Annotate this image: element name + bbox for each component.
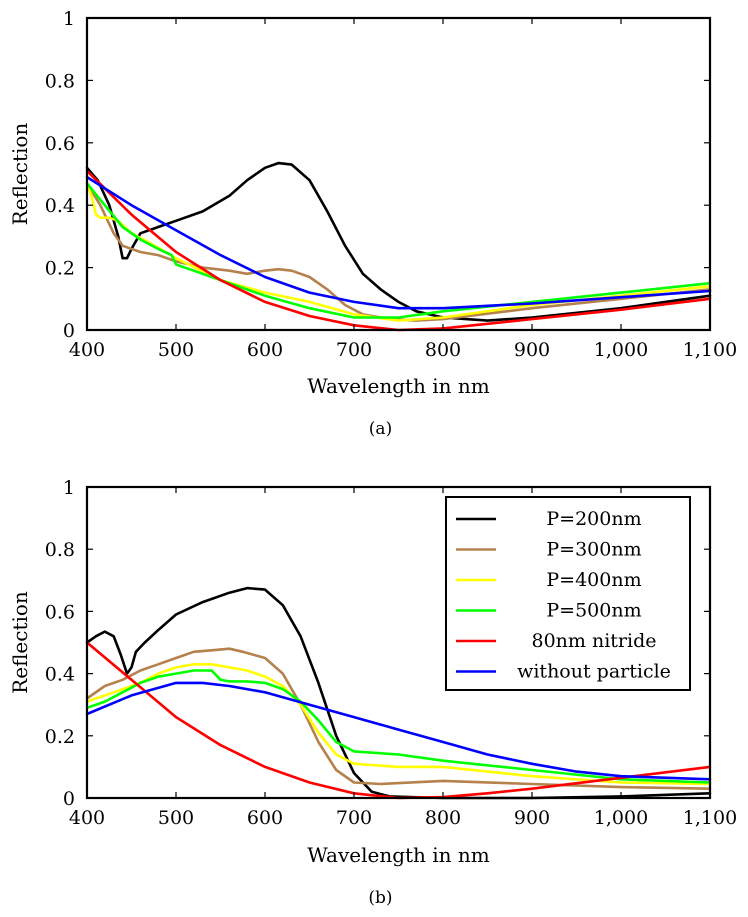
y-tick-label: 0.6 <box>45 601 75 623</box>
y-tick-label: 0.8 <box>45 70 75 92</box>
x-tick-label: 500 <box>158 807 194 829</box>
x-tick-label: 1,000 <box>594 807 648 829</box>
x-tick-label: 400 <box>69 807 105 829</box>
y-tick-label: 0 <box>63 788 75 810</box>
x-axis-label: Wavelength in nm <box>307 843 490 867</box>
series-line-80nm-nitride <box>85 169 712 332</box>
y-tick-label: 0.6 <box>45 133 75 155</box>
x-tick-label: 900 <box>514 339 550 361</box>
x-tick-label: 700 <box>336 807 372 829</box>
x-axis-label: Wavelength in nm <box>307 374 490 398</box>
series-line-without-particle <box>85 681 712 781</box>
y-tick-label: 1 <box>63 477 75 499</box>
y-tick-label: 0.2 <box>45 258 75 280</box>
x-tick-label: 900 <box>514 807 550 829</box>
chart-panel-b: 400 500 600 700 800 900 1,000 1,100 0 0.2 0.4 0.6 0.… <box>8 477 737 908</box>
legend-entry: P=500nm <box>546 600 641 622</box>
x-tick-label: 400 <box>69 339 105 361</box>
x-tick-label: 1,000 <box>594 339 648 361</box>
x-tick-label: 700 <box>336 339 372 361</box>
y-tick-label: 0.4 <box>45 195 75 217</box>
y-tick-label: 0 <box>63 320 75 342</box>
panel-caption: (a) <box>369 419 392 439</box>
x-tick-label: 1,100 <box>683 807 737 829</box>
series-line-p-400nm <box>85 663 712 786</box>
x-tick-label: 800 <box>425 339 461 361</box>
y-tick-label: 0.2 <box>45 726 75 748</box>
legend-entry: 80nm nitride <box>532 630 657 652</box>
plot-frame <box>85 16 712 332</box>
x-tick-label: 1,100 <box>683 339 737 361</box>
y-tick-label: 0.4 <box>45 664 75 686</box>
y-axis-label: Reflection <box>8 123 32 226</box>
y-tick-label: 1 <box>63 8 75 30</box>
plot-frame <box>85 485 712 800</box>
series-line-p-300nm <box>85 647 712 790</box>
series-line-p-500nm <box>85 669 712 784</box>
legend-entry: without particle <box>517 661 671 683</box>
legend-entry: P=300nm <box>546 539 641 561</box>
chart-panel-a: 400 500 600 700 800 900 1,000 1,100 0 0.2 0.4 0.6 0.… <box>8 8 737 439</box>
y-axis-label: Reflection <box>8 591 32 694</box>
legend: P=200nm P=300nm P=400nm P=500nm 80nm nitride… <box>445 496 691 691</box>
y-tick-label: 0.8 <box>45 539 75 561</box>
legend-entry: P=200nm <box>546 508 641 530</box>
series-line-p-300nm <box>85 182 712 322</box>
legend-box <box>445 496 691 691</box>
x-tick-label: 600 <box>247 807 283 829</box>
x-tick-label: 500 <box>158 339 194 361</box>
series-line-p-400nm <box>85 182 712 322</box>
x-tick-label: 800 <box>425 807 461 829</box>
series-line-without-particle <box>85 175 712 310</box>
legend-entry: P=400nm <box>546 569 641 591</box>
panel-caption: (b) <box>368 888 392 908</box>
x-tick-label: 600 <box>247 339 283 361</box>
